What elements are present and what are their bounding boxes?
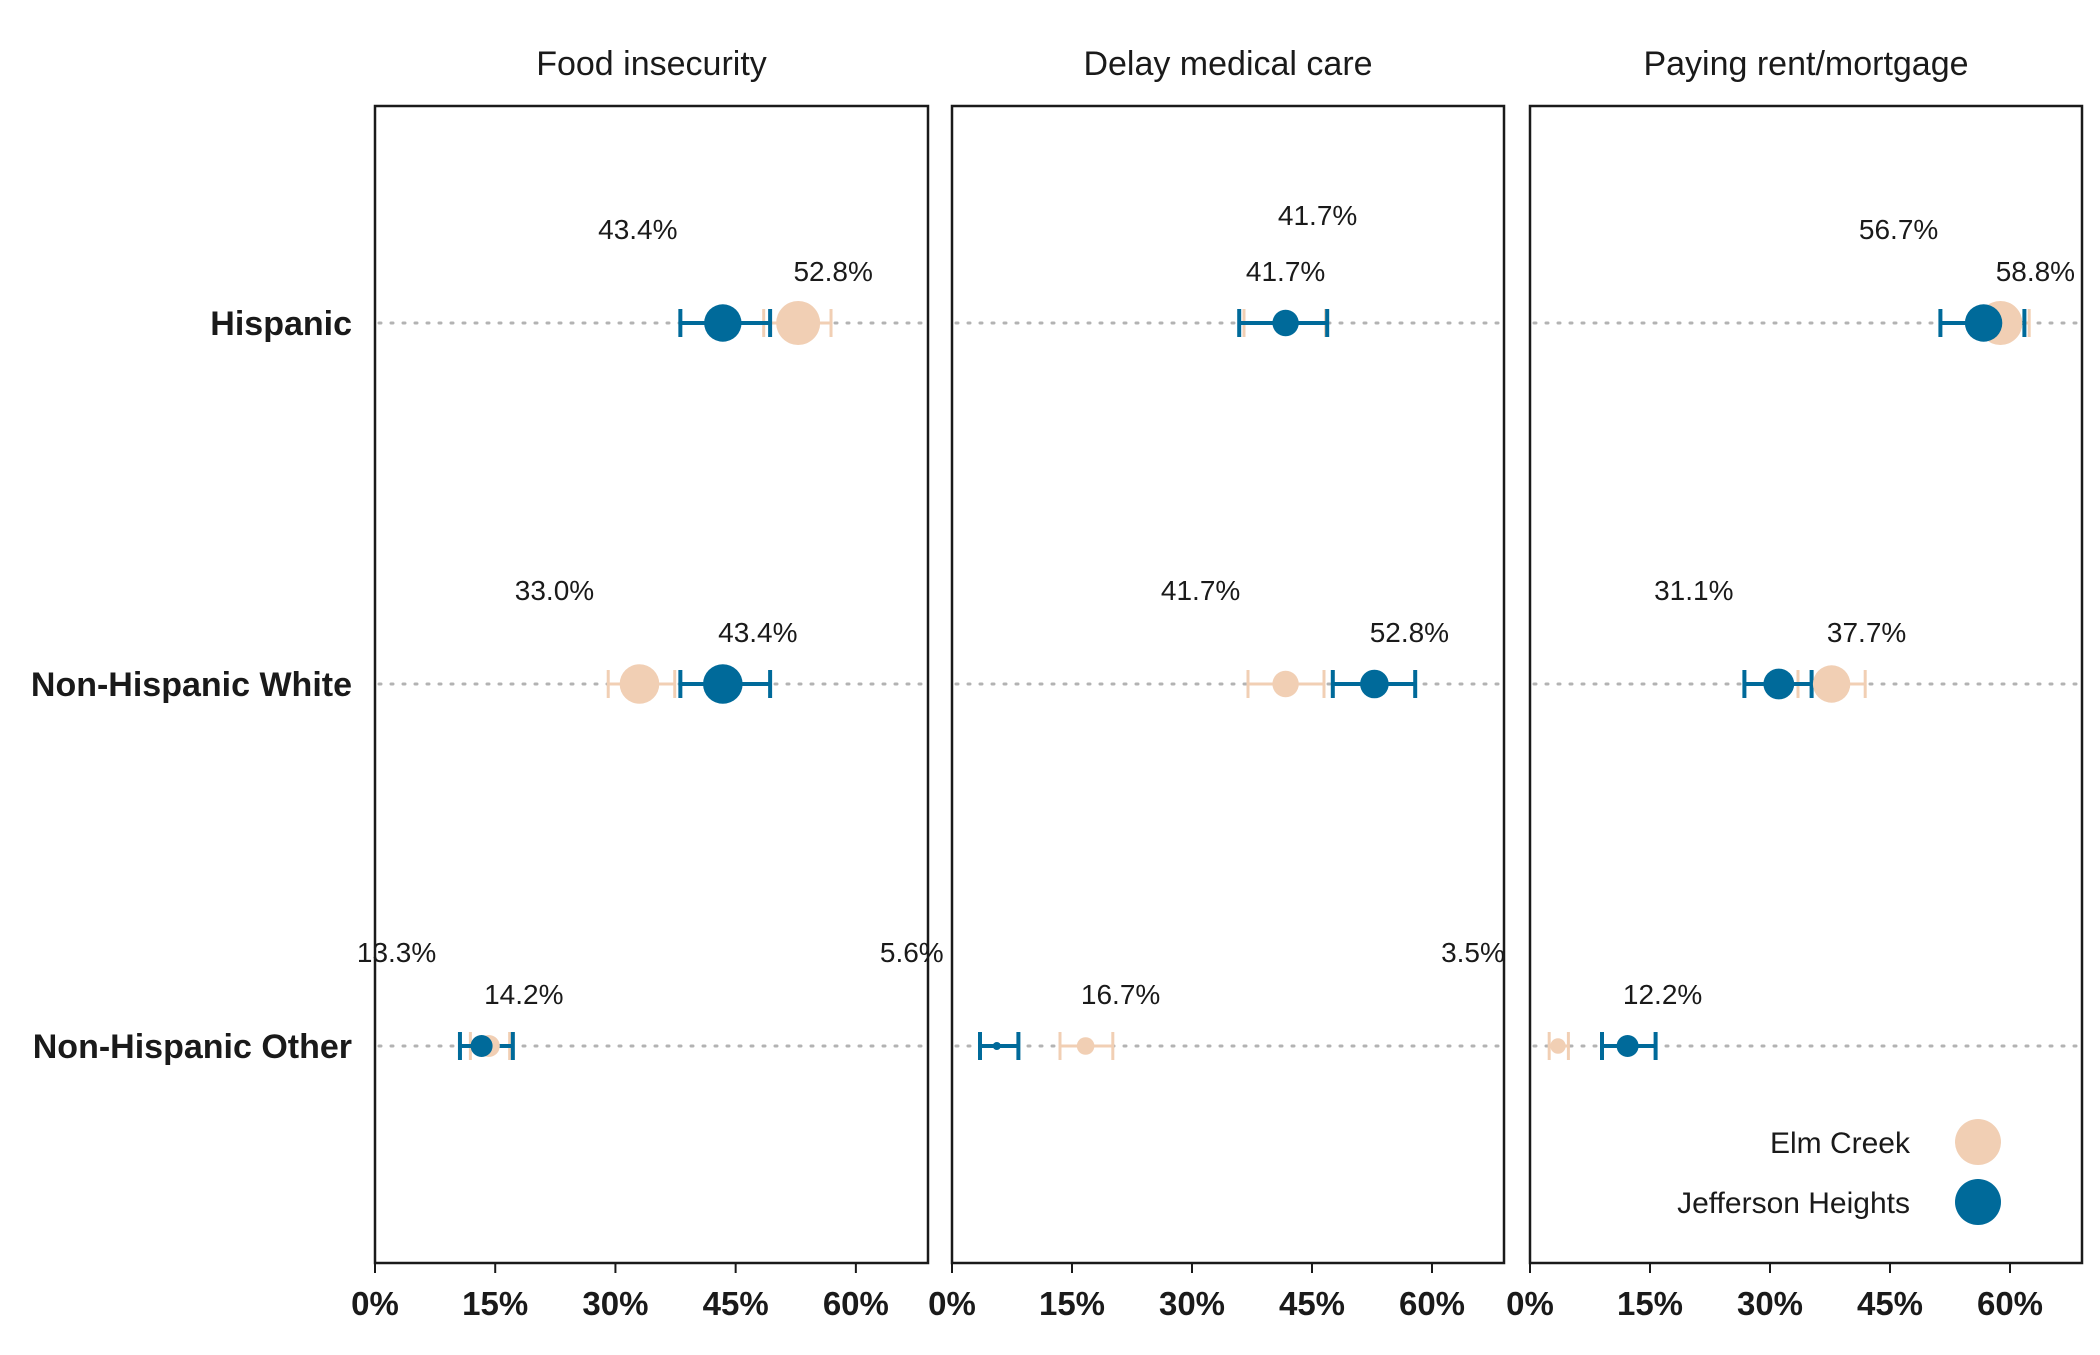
panel-title-2: Paying rent/mortgage: [1643, 45, 1968, 83]
panel-frame-0: [373, 104, 930, 1265]
x-tick-label-0-2: 30%: [582, 1285, 648, 1322]
point-jefferson_heights-2-2: [1616, 1035, 1639, 1057]
x-tick-label-0-4: 60%: [823, 1285, 889, 1322]
data-label-jefferson_heights-1-1: 52.8%: [1370, 617, 1449, 648]
panel-frame-2: [1528, 104, 2084, 1265]
data-label-elm_creek-0-2: 14.2%: [484, 979, 563, 1010]
legend-label-0: Elm Creek: [1770, 1127, 1911, 1160]
panel-frame-1: [950, 104, 1506, 1265]
row-label-2: Non-Hispanic Other: [33, 1028, 352, 1066]
data-label-elm_creek-2-2: 3.5%: [1441, 937, 1505, 968]
x-tick-label-2-2: 30%: [1737, 1285, 1803, 1322]
point-elm_creek-0-1: [619, 664, 660, 704]
data-label-elm_creek-0-1: 33.0%: [515, 575, 594, 606]
point-elm_creek-2-2: [1550, 1038, 1566, 1054]
x-tick-label-0-1: 15%: [462, 1285, 528, 1322]
point-jefferson_heights-0-1: [703, 664, 743, 704]
data-label-elm_creek-1-2: 16.7%: [1081, 979, 1160, 1010]
point-jefferson_heights-1-2: [992, 1042, 1001, 1050]
data-label-elm_creek-2-0: 58.8%: [1996, 256, 2075, 287]
point-jefferson_heights-0-0: [704, 304, 742, 342]
data-label-jefferson_heights-2-1: 31.1%: [1654, 575, 1733, 606]
row-label-0: Hispanic: [210, 305, 352, 343]
point-jefferson_heights-1-1: [1360, 669, 1389, 699]
panel-title-0: Food insecurity: [536, 45, 767, 83]
legend-swatch-1: [1955, 1179, 2001, 1225]
data-label-jefferson_heights-2-0: 56.7%: [1859, 214, 1938, 245]
row-label-1: Non-Hispanic White: [31, 666, 352, 704]
legend-swatch-0: [1955, 1119, 2001, 1165]
x-tick-label-0-3: 45%: [703, 1285, 769, 1322]
x-tick-label-2-4: 60%: [1977, 1285, 2043, 1322]
x-tick-label-1-1: 15%: [1039, 1285, 1105, 1322]
point-elm_creek-2-1: [1812, 665, 1851, 703]
data-label-jefferson_heights-0-1: 43.4%: [718, 617, 797, 648]
data-label-elm_creek-1-1: 41.7%: [1161, 575, 1240, 606]
data-label-elm_creek-1-0: 41.7%: [1278, 200, 1357, 231]
x-tick-label-1-3: 45%: [1279, 1285, 1345, 1322]
legend-label-1: Jefferson Heights: [1677, 1187, 1910, 1220]
point-elm_creek-1-1: [1272, 670, 1299, 698]
data-label-jefferson_heights-2-2: 12.2%: [1623, 979, 1702, 1010]
point-jefferson_heights-2-0: [1964, 304, 2003, 342]
x-tick-label-1-0: 0%: [928, 1285, 976, 1322]
point-elm_creek-0-0: [776, 301, 821, 345]
panel-title-1: Delay medical care: [1083, 45, 1372, 83]
data-label-jefferson_heights-0-2: 13.3%: [357, 937, 436, 968]
point-jefferson_heights-0-2: [470, 1035, 493, 1057]
data-label-jefferson_heights-0-0: 43.4%: [598, 214, 677, 245]
data-label-elm_creek-2-1: 37.7%: [1827, 617, 1906, 648]
point-jefferson_heights-1-0: [1272, 309, 1299, 337]
data-label-elm_creek-0-0: 52.8%: [793, 256, 872, 287]
data-label-jefferson_heights-1-0: 41.7%: [1246, 256, 1325, 287]
x-tick-label-0-0: 0%: [351, 1285, 399, 1322]
x-tick-label-2-3: 45%: [1857, 1285, 1923, 1322]
point-jefferson_heights-2-1: [1763, 668, 1795, 700]
x-tick-label-1-2: 30%: [1159, 1285, 1225, 1322]
x-tick-label-1-4: 60%: [1399, 1285, 1465, 1322]
data-label-jefferson_heights-1-2: 5.6%: [880, 937, 944, 968]
x-tick-label-2-0: 0%: [1506, 1285, 1554, 1322]
x-tick-label-2-1: 15%: [1617, 1285, 1683, 1322]
point-elm_creek-1-2: [1076, 1037, 1095, 1055]
